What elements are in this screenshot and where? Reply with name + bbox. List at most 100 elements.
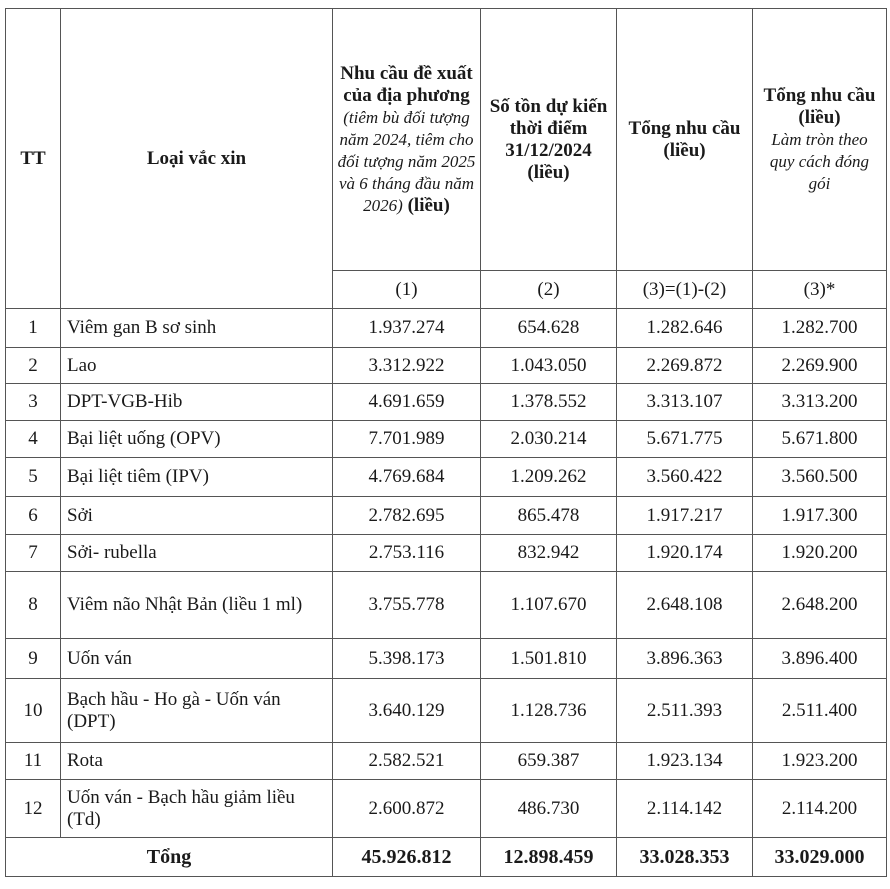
vaccine-name: Sởi	[60, 496, 333, 535]
header-vaccine: Loại vắc xin	[60, 8, 333, 309]
total-demand-value: 2.511.393	[616, 678, 753, 743]
row-number: 7	[5, 534, 61, 572]
table-row: 9 Uốn ván 5.398.173 1.501.810 3.896.363 3.896…	[5, 638, 887, 679]
vaccine-name: Uốn ván - Bạch hầu giảm liều (Td)	[60, 779, 333, 838]
rounded-demand-value: 2.269.900	[752, 347, 887, 384]
total-c3: 33.028.353	[616, 837, 753, 877]
total-demand-value: 2.648.108	[616, 571, 753, 639]
total-demand-value: 1.282.646	[616, 308, 753, 348]
stock-value: 832.942	[480, 534, 617, 572]
row-number: 10	[5, 678, 61, 743]
header-col4-title: Tổng nhu cầu (liều)	[763, 84, 876, 128]
stock-value: 1.209.262	[480, 457, 617, 497]
vaccine-name: Lao	[60, 347, 333, 384]
header-col1-note: (tiêm bù đối tượng năm 2024, tiêm cho đố…	[337, 107, 476, 215]
row-number: 4	[5, 420, 61, 458]
total-label: Tổng	[5, 837, 333, 877]
header-col4-note: Làm tròn theo quy cách đóng gói	[769, 129, 870, 193]
vaccine-name: Sởi- rubella	[60, 534, 333, 572]
demand-value: 2.782.695	[332, 496, 481, 535]
vaccine-name: Viêm gan B sơ sinh	[60, 308, 333, 348]
demand-value: 3.755.778	[332, 571, 481, 639]
demand-value: 4.769.684	[332, 457, 481, 497]
rounded-demand-value: 3.896.400	[752, 638, 887, 679]
demand-value: 1.937.274	[332, 308, 481, 348]
rounded-demand-value: 3.313.200	[752, 383, 887, 421]
table-row: 4 Bại liệt uống (OPV) 7.701.989 2.030.214 5.…	[5, 420, 887, 458]
total-demand-value: 1.920.174	[616, 534, 753, 572]
stock-value: 1.043.050	[480, 347, 617, 384]
rounded-demand-value: 1.923.200	[752, 742, 887, 780]
total-demand-value: 3.313.107	[616, 383, 753, 421]
row-number: 6	[5, 496, 61, 535]
demand-value: 2.582.521	[332, 742, 481, 780]
demand-value: 3.640.129	[332, 678, 481, 743]
demand-value: 3.312.922	[332, 347, 481, 384]
total-demand-value: 1.917.217	[616, 496, 753, 535]
vaccine-name: Bạch hầu - Ho gà - Uốn ván (DPT)	[60, 678, 333, 743]
table-row: 1 Viêm gan B sơ sinh 1.937.274 654.628 1.282…	[5, 308, 887, 348]
demand-value: 7.701.989	[332, 420, 481, 458]
demand-value: 5.398.173	[332, 638, 481, 679]
stock-value: 1.501.810	[480, 638, 617, 679]
row-number: 1	[5, 308, 61, 348]
stock-value: 659.387	[480, 742, 617, 780]
header-tt: TT	[5, 8, 61, 309]
demand-value: 2.600.872	[332, 779, 481, 838]
stock-value: 865.478	[480, 496, 617, 535]
demand-value: 2.753.116	[332, 534, 481, 572]
vaccine-name: Uốn ván	[60, 638, 333, 679]
rounded-demand-value: 3.560.500	[752, 457, 887, 497]
rounded-demand-value: 1.920.200	[752, 534, 887, 572]
table-row: 6 Sởi 2.782.695 865.478 1.917.217 1.917.300	[5, 496, 887, 535]
header-col1-unit: (liều)	[407, 194, 450, 216]
vaccine-demand-table: TT Loại vắc xin Nhu cầu đề xuất của địa …	[5, 8, 887, 877]
rounded-demand-value: 2.114.200	[752, 779, 887, 838]
table-row: 8 Viêm não Nhật Bản (liều 1 ml) 3.755.778 1…	[5, 571, 887, 639]
total-demand-value: 3.560.422	[616, 457, 753, 497]
total-demand-value: 3.896.363	[616, 638, 753, 679]
table-body: 1 Viêm gan B sơ sinh 1.937.274 654.628 1.282…	[5, 308, 887, 838]
total-c4: 33.029.000	[752, 837, 887, 877]
total-demand-value: 1.923.134	[616, 742, 753, 780]
row-number: 8	[5, 571, 61, 639]
total-demand-value: 2.114.142	[616, 779, 753, 838]
subheader-2: (2)	[480, 270, 617, 309]
rounded-demand-value: 1.917.300	[752, 496, 887, 535]
subheader-3: (3)=(1)-(2)	[616, 270, 753, 309]
row-number: 2	[5, 347, 61, 384]
stock-value: 1.378.552	[480, 383, 617, 421]
header-col3: Tổng nhu cầu (liều)	[616, 8, 753, 271]
stock-value: 1.128.736	[480, 678, 617, 743]
table-row: 3 DPT-VGB-Hib 4.691.659 1.378.552 3.313.107 3…	[5, 383, 887, 421]
row-number: 12	[5, 779, 61, 838]
header-col1-title: Nhu cầu đề xuất của địa phương	[340, 62, 473, 106]
header-col2: Số tồn dự kiến thời điểm 31/12/2024 (liề…	[480, 8, 617, 271]
vaccine-name: Viêm não Nhật Bản (liều 1 ml)	[60, 571, 333, 639]
total-c2: 12.898.459	[480, 837, 617, 877]
row-number: 5	[5, 457, 61, 497]
subheader-4: (3)*	[752, 270, 887, 309]
vaccine-name: Bại liệt uống (OPV)	[60, 420, 333, 458]
total-demand-value: 2.269.872	[616, 347, 753, 384]
stock-value: 486.730	[480, 779, 617, 838]
stock-value: 654.628	[480, 308, 617, 348]
stock-value: 2.030.214	[480, 420, 617, 458]
table-row: 10 Bạch hầu - Ho gà - Uốn ván (DPT) 3.640.…	[5, 678, 887, 743]
total-row: Tổng 45.926.812 12.898.459 33.028.353 33…	[5, 837, 887, 877]
row-number: 9	[5, 638, 61, 679]
demand-value: 4.691.659	[332, 383, 481, 421]
table-row: 11 Rota 2.582.521 659.387 1.923.134 1.923.200	[5, 742, 887, 780]
rounded-demand-value: 2.511.400	[752, 678, 887, 743]
vaccine-name: Rota	[60, 742, 333, 780]
rounded-demand-value: 2.648.200	[752, 571, 887, 639]
table-row: 2 Lao 3.312.922 1.043.050 2.269.872 2.269.900	[5, 347, 887, 384]
vaccine-name: DPT-VGB-Hib	[60, 383, 333, 421]
total-demand-value: 5.671.775	[616, 420, 753, 458]
total-c1: 45.926.812	[332, 837, 481, 877]
vaccine-name: Bại liệt tiêm (IPV)	[60, 457, 333, 497]
table-row: 5 Bại liệt tiêm (IPV) 4.769.684 1.209.262 3.…	[5, 457, 887, 497]
rounded-demand-value: 1.282.700	[752, 308, 887, 348]
row-number: 11	[5, 742, 61, 780]
row-number: 3	[5, 383, 61, 421]
